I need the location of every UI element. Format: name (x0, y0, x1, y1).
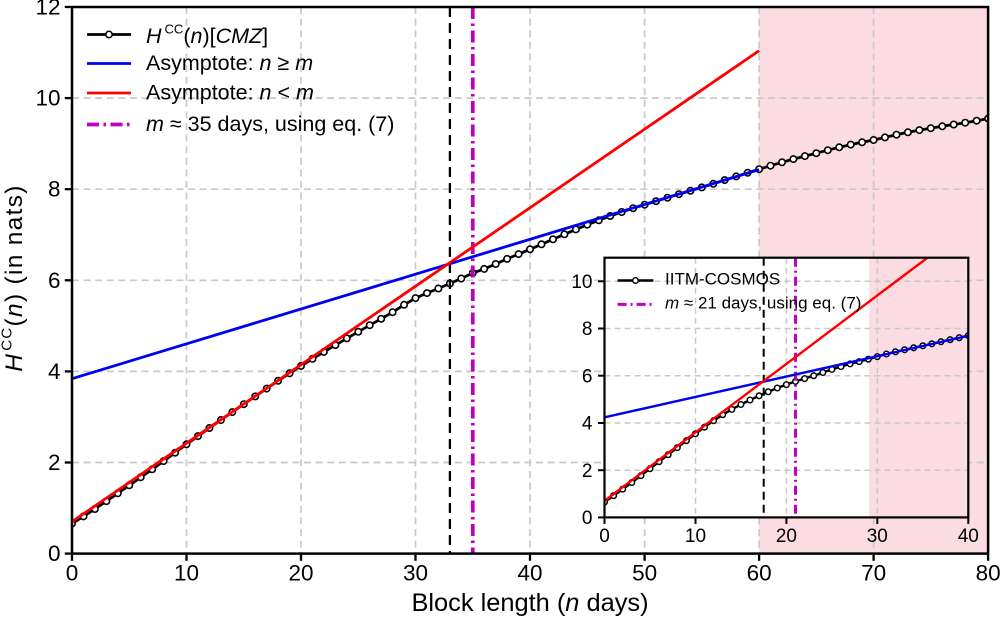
svg-text:6: 6 (582, 366, 593, 387)
svg-text:Block length (n days): Block length (n days) (411, 589, 648, 617)
svg-text:IITM-COSMOS: IITM-COSMOS (665, 270, 780, 289)
svg-text:30: 30 (867, 526, 888, 547)
svg-text:m ≈ 35 days, using eq. (7): m ≈ 35 days, using eq. (7) (146, 112, 394, 136)
svg-text:10: 10 (35, 86, 60, 111)
svg-text:6: 6 (48, 268, 61, 293)
svg-text:m ≈ 21 days, using eq. (7): m ≈ 21 days, using eq. (7) (665, 294, 861, 313)
svg-text:20: 20 (776, 526, 797, 547)
svg-text:70: 70 (861, 561, 886, 586)
svg-text:0: 0 (582, 508, 593, 529)
svg-text:0: 0 (599, 526, 610, 547)
svg-text:2: 2 (48, 450, 61, 475)
svg-text:60: 60 (747, 561, 772, 586)
svg-text:4: 4 (582, 414, 593, 435)
svg-text:10: 10 (685, 526, 706, 547)
svg-text:10: 10 (174, 561, 199, 586)
svg-text:4: 4 (48, 359, 61, 384)
svg-text:80: 80 (976, 561, 1000, 586)
svg-text:40: 40 (517, 561, 542, 586)
svg-text:50: 50 (632, 561, 657, 586)
svg-text:40: 40 (958, 526, 979, 547)
svg-text:12: 12 (35, 0, 60, 20)
svg-text:8: 8 (48, 177, 61, 202)
svg-text:0: 0 (66, 561, 79, 586)
svg-text:20: 20 (288, 561, 313, 586)
svg-text:30: 30 (403, 561, 428, 586)
svg-text:0: 0 (48, 541, 61, 566)
svg-text:8: 8 (582, 319, 593, 340)
svg-text:Asymptote: n < m: Asymptote: n < m (146, 81, 314, 105)
svg-text:2: 2 (582, 461, 593, 482)
svg-text:HCC(n) (in nats): HCC(n) (in nats) (0, 184, 28, 371)
svg-text:10: 10 (571, 272, 592, 293)
svg-text:HCC(n)[CMZ]: H CC(n)[CMZ] (146, 21, 268, 48)
svg-text:Asymptote: n ≥ m: Asymptote: n ≥ m (146, 51, 313, 75)
